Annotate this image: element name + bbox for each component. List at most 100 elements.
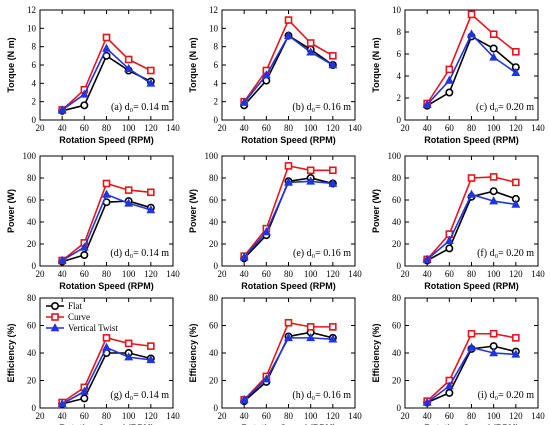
- data-point-vertical-twist: [511, 67, 521, 76]
- panel-h: 20406080100120140020406080Rotation Speed…: [188, 293, 362, 425]
- x-tick-label: 80: [467, 411, 477, 421]
- y-tick-label: 2: [32, 97, 37, 107]
- data-point-vertical-twist: [261, 227, 271, 236]
- data-point-curve: [467, 10, 476, 19]
- data-point-curve: [512, 334, 520, 342]
- y-axis-label: Efficiency (%): [371, 323, 381, 382]
- x-tick-label: 140: [348, 269, 362, 279]
- y-tick-label: 0: [32, 403, 37, 413]
- data-point-vertical-twist: [79, 386, 89, 395]
- x-tick-label: 60: [262, 123, 272, 133]
- series-vertical-twist: [57, 342, 156, 408]
- y-tick-label: 0: [397, 403, 402, 413]
- data-point-vertical-twist: [146, 205, 156, 214]
- data-point-curve: [306, 323, 315, 331]
- series-line-flat: [243, 34, 334, 106]
- x-tick-label: 40: [423, 123, 433, 133]
- y-tick-label: 20: [27, 239, 37, 249]
- series-line-flat: [243, 177, 334, 259]
- data-point-vertical-twist: [284, 177, 293, 186]
- y-tick-label: 80: [209, 293, 219, 303]
- x-tick-label: 60: [80, 123, 90, 133]
- x-tick-label: 140: [166, 411, 180, 421]
- x-tick-label: 20: [401, 269, 411, 279]
- y-tick-label: 0: [214, 261, 219, 271]
- data-point-vertical-twist: [467, 189, 476, 198]
- data-point-flat: [489, 44, 498, 53]
- panel-annotation: (h) d₀= 0.16 m: [292, 390, 351, 401]
- y-tick-label: 2: [214, 97, 219, 107]
- series-vertical-twist: [57, 189, 156, 264]
- x-tick-label: 60: [262, 411, 272, 421]
- x-tick-label: 100: [122, 411, 136, 421]
- x-tick-label: 80: [284, 269, 294, 279]
- data-point-vertical-twist: [102, 342, 111, 351]
- x-tick-label: 140: [531, 123, 545, 133]
- y-tick-label: 20: [27, 376, 37, 386]
- x-tick-label: 60: [80, 411, 90, 421]
- y-tick-label: 20: [392, 239, 402, 249]
- y-tick-label: 80: [392, 293, 402, 303]
- panel-annotation: (e) d₀= 0.16 m: [293, 248, 351, 259]
- data-point-flat: [445, 88, 454, 97]
- data-point-vertical-twist: [306, 333, 316, 342]
- x-axis-label: Rotation Speed (RPM): [241, 281, 336, 291]
- panel-i: 20406080100120140020406080Rotation Speed…: [371, 293, 545, 425]
- data-point-vertical-twist: [284, 333, 293, 342]
- data-point-vertical-twist: [146, 78, 156, 87]
- x-tick-label: 100: [122, 269, 136, 279]
- y-tick-label: 40: [27, 217, 37, 227]
- data-point-vertical-twist: [422, 99, 432, 108]
- y-tick-label: 60: [27, 321, 37, 331]
- x-tick-label: 20: [218, 123, 228, 133]
- series-curve: [240, 162, 337, 260]
- y-tick-label: 60: [392, 195, 402, 205]
- y-tick-label: 10: [27, 23, 37, 33]
- series-vertical-twist: [422, 189, 521, 263]
- x-tick-label: 60: [445, 123, 455, 133]
- x-axis-label: Rotation Speed (RPM): [424, 135, 519, 145]
- panel-annotation: (a) d₀= 0.14 m: [111, 102, 169, 113]
- y-tick-label: 0: [397, 115, 402, 125]
- series-vertical-twist: [422, 29, 521, 108]
- panel-c: 20 40 60 80 100 120 140 0 2 4 6 8 10 Rotation Speed (…: [371, 5, 545, 145]
- data-point-vertical-twist: [261, 70, 271, 79]
- data-point-curve: [467, 174, 476, 182]
- x-tick-label: 60: [80, 269, 90, 279]
- data-point-vertical-twist: [306, 47, 316, 56]
- data-point-curve: [329, 323, 337, 331]
- data-point-vertical-twist: [146, 355, 156, 364]
- data-point-curve: [329, 166, 337, 175]
- x-tick-label: 40: [58, 123, 68, 133]
- x-axis-label: Rotation Speed (RPM): [59, 281, 154, 291]
- y-tick-label: 8: [32, 42, 37, 52]
- series-flat: [423, 32, 520, 110]
- y-tick-label: 0: [397, 261, 402, 271]
- x-tick-label: 20: [36, 269, 46, 279]
- data-point-curve: [306, 166, 315, 175]
- panel-annotation: (f) d₀= 0.20 m: [477, 248, 534, 259]
- series-curve: [240, 16, 337, 106]
- y-axis-label: Efficiency (%): [6, 323, 16, 382]
- series-line-flat: [426, 35, 517, 107]
- x-tick-label: 140: [348, 411, 362, 421]
- y-tick-label: 60: [209, 195, 219, 205]
- data-point-curve: [489, 329, 498, 338]
- panel-annotation: (g) d₀= 0.14 m: [110, 390, 169, 401]
- x-tick-label: 120: [509, 411, 523, 421]
- y-tick-label: 0: [32, 261, 37, 271]
- y-tick-label: 100: [205, 151, 219, 161]
- x-tick-label: 140: [166, 269, 180, 279]
- data-point-curve: [329, 52, 337, 60]
- x-tick-label: 120: [326, 123, 340, 133]
- data-point-curve: [284, 162, 293, 170]
- x-tick-label: 20: [36, 411, 46, 421]
- series-vertical-twist: [57, 43, 156, 114]
- data-point-curve: [512, 47, 520, 56]
- panel-b: 20 40 60 80 100 120 140 0 2 4 6 8 10 12 Rotation Speed…: [188, 5, 362, 145]
- x-tick-label: 40: [240, 269, 250, 279]
- y-tick-label: 6: [32, 60, 37, 70]
- x-tick-label: 80: [467, 123, 477, 133]
- y-axis-label: Power (W): [371, 189, 381, 233]
